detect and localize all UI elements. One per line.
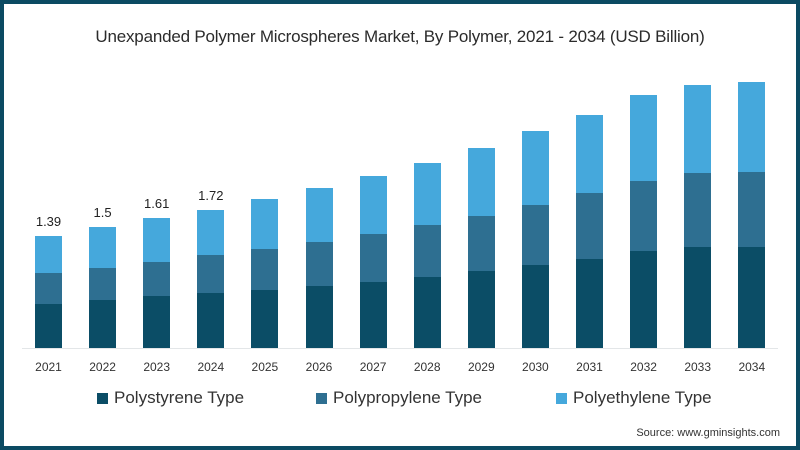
- bar-segment-polystyrene-type: [521, 265, 549, 348]
- bar-segment-polypropylene-type: [251, 248, 279, 291]
- x-tick-label: 2025: [251, 360, 279, 374]
- bar-segment-polyethylene-type: [143, 218, 171, 262]
- bar-2021: [35, 236, 62, 348]
- bar-segment-polyethylene-type: [738, 82, 766, 172]
- bar-segment-polystyrene-type: [738, 246, 766, 348]
- bar-segment-polystyrene-type: [630, 251, 658, 348]
- bar-segment-polypropylene-type: [89, 267, 117, 300]
- chart-title: Unexpanded Polymer Microspheres Market, …: [95, 27, 705, 46]
- legend-swatch-icon: [316, 392, 327, 404]
- x-tick-label: 2030: [522, 360, 549, 374]
- legend-swatch-icon: [556, 392, 567, 404]
- bar-segment-polyethylene-type: [197, 209, 225, 256]
- bar-2030: [521, 131, 549, 348]
- legend-item-polypropylene-type: Polypropylene Type: [316, 388, 482, 408]
- bar-segment-polystyrene-type: [197, 293, 225, 348]
- x-tick-label: 2024: [197, 360, 225, 374]
- bar-segment-polypropylene-type: [576, 193, 603, 259]
- bar-segment-polystyrene-type: [359, 281, 387, 348]
- bar-2027: [359, 175, 387, 348]
- bar-segment-polyethylene-type: [413, 162, 441, 225]
- bar-segment-polystyrene-type: [576, 258, 603, 348]
- x-tick-label: 2031: [576, 360, 603, 374]
- bar-2028: [413, 162, 441, 348]
- bar-segment-polyethylene-type: [35, 236, 62, 274]
- bar-segment-polyethylene-type: [89, 227, 117, 268]
- bar-segment-polypropylene-type: [467, 215, 495, 271]
- legend-item-polyethylene-type: Polyethylene Type: [556, 388, 712, 408]
- data-label: 1.5: [93, 205, 112, 221]
- bar-2029: [467, 147, 495, 348]
- bar-segment-polyethylene-type: [684, 84, 712, 174]
- bar-segment-polypropylene-type: [143, 261, 171, 297]
- bar-segment-polyethylene-type: [576, 115, 603, 194]
- bar-segment-polypropylene-type: [305, 241, 333, 286]
- bar-2031: [576, 115, 603, 348]
- bar-segment-polystyrene-type: [413, 277, 441, 348]
- x-tick-label: 2027: [359, 360, 387, 374]
- bar-segment-polypropylene-type: [684, 173, 712, 248]
- x-tick-label: 2028: [413, 360, 441, 374]
- bar-2023: [143, 218, 171, 348]
- data-label: 1.61: [144, 196, 170, 212]
- legend: Polystyrene Type Polypropylene Type Polyet…: [0, 388, 800, 410]
- x-tick-label: 2021: [35, 360, 62, 374]
- bar-2032: [630, 95, 658, 348]
- bar-segment-polyethylene-type: [521, 131, 549, 205]
- bar-segment-polystyrene-type: [35, 303, 62, 348]
- bar-segment-polypropylene-type: [413, 224, 441, 278]
- x-tick-label: 2022: [89, 360, 116, 374]
- bar-segment-polystyrene-type: [89, 299, 117, 348]
- x-tick-label: 2033: [684, 360, 712, 374]
- bar-2034: [738, 82, 766, 348]
- bar-2022: [89, 227, 117, 348]
- bar-segment-polypropylene-type: [197, 255, 225, 294]
- x-tick-label: 2026: [305, 360, 333, 374]
- bar-segment-polystyrene-type: [251, 290, 279, 348]
- legend-swatch-icon: [97, 392, 108, 404]
- bar-segment-polyethylene-type: [630, 95, 658, 181]
- bar-2024: [197, 209, 225, 348]
- bar-segment-polyethylene-type: [359, 175, 387, 234]
- data-label: 1.72: [198, 187, 224, 203]
- legend-label: Polystyrene Type: [114, 388, 245, 407]
- bar-2025: [251, 199, 279, 348]
- bar-segment-polypropylene-type: [630, 180, 658, 252]
- bar-segment-polyethylene-type: [467, 147, 495, 216]
- bar-segment-polypropylene-type: [738, 171, 766, 247]
- bar-2026: [305, 187, 333, 348]
- data-label: 1.39: [35, 214, 62, 230]
- bar-segment-polypropylene-type: [359, 233, 387, 282]
- bar-segment-polystyrene-type: [305, 285, 333, 348]
- bar-segment-polypropylene-type: [35, 273, 62, 304]
- x-tick-label: 2023: [143, 360, 171, 374]
- x-tick-label: 2032: [630, 360, 657, 374]
- bar-segment-polystyrene-type: [467, 270, 495, 348]
- legend-label: Polyethylene Type: [573, 388, 712, 407]
- bar-2033: [684, 84, 712, 348]
- bar-segment-polypropylene-type: [521, 204, 549, 266]
- legend-label: Polypropylene Type: [333, 388, 483, 407]
- bar-segment-polyethylene-type: [305, 187, 333, 242]
- bar-segment-polystyrene-type: [143, 296, 171, 348]
- bar-segment-polyethylene-type: [251, 199, 279, 249]
- bar-segment-polystyrene-type: [684, 247, 712, 348]
- x-tick-label: 2029: [467, 360, 495, 374]
- source-note: Source: www.gminsights.com: [636, 427, 780, 439]
- x-axis-line: [22, 348, 778, 349]
- x-tick-label: 2034: [738, 360, 766, 374]
- legend-item-polystyrene-type: Polystyrene Type: [97, 388, 244, 408]
